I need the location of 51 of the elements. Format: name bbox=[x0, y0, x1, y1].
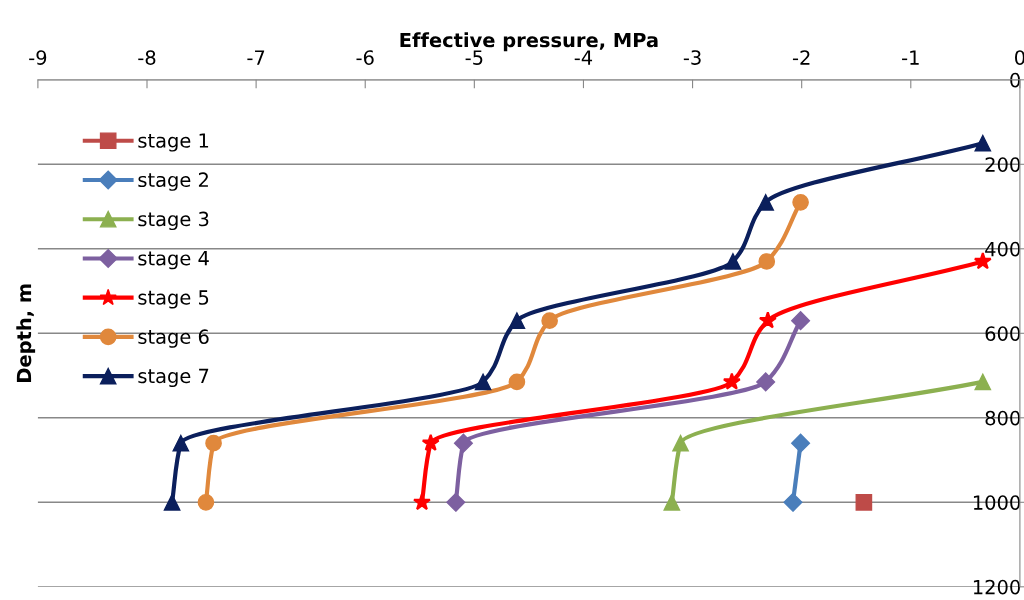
point bbox=[758, 311, 777, 329]
point bbox=[758, 253, 776, 270]
x-tick-label: -8 bbox=[138, 50, 156, 65]
point bbox=[453, 433, 473, 453]
point bbox=[757, 193, 775, 211]
point bbox=[541, 312, 558, 329]
point bbox=[974, 373, 992, 391]
point bbox=[855, 493, 873, 511]
point bbox=[791, 433, 811, 453]
x-tick-label: -2 bbox=[792, 50, 810, 65]
y-tick-label: 1200 bbox=[973, 579, 1020, 595]
point bbox=[446, 492, 466, 512]
legend-label: stage 7 bbox=[138, 368, 209, 388]
point bbox=[722, 372, 741, 390]
x-tick-label: -6 bbox=[356, 50, 374, 65]
y-tick-label: 800 bbox=[985, 410, 1020, 426]
point bbox=[197, 493, 215, 511]
point bbox=[421, 433, 440, 451]
point bbox=[413, 492, 431, 511]
legend-label: stage 2 bbox=[138, 172, 208, 191]
legend-label: stage 3 bbox=[138, 211, 209, 231]
point bbox=[974, 134, 992, 152]
point bbox=[205, 434, 222, 452]
point bbox=[756, 372, 776, 392]
x-tick-label: -1 bbox=[902, 50, 919, 65]
x-tick-label: -3 bbox=[683, 50, 701, 65]
x-tick-label: -9 bbox=[29, 50, 47, 65]
legend-label: stage 6 bbox=[138, 329, 209, 348]
point bbox=[474, 373, 492, 391]
legend-label: stage 4 bbox=[138, 251, 209, 270]
point bbox=[792, 193, 809, 211]
point bbox=[791, 311, 811, 331]
x-tick-label: -5 bbox=[465, 50, 483, 65]
point bbox=[508, 312, 526, 329]
y-tick-label: 600 bbox=[985, 326, 1020, 341]
y-tick-label: 400 bbox=[985, 241, 1020, 257]
y-axis-title: Depth, m bbox=[16, 284, 36, 382]
legend-label: stage 1 bbox=[138, 133, 209, 152]
point bbox=[783, 492, 803, 512]
point bbox=[672, 434, 689, 452]
y-tick-label: 0 bbox=[1010, 72, 1020, 88]
x-tick-label: -4 bbox=[574, 50, 593, 65]
point bbox=[163, 493, 181, 511]
point bbox=[663, 493, 681, 511]
x-tick-label: -7 bbox=[247, 50, 265, 65]
y-tick-label: 1000 bbox=[973, 495, 1020, 510]
point bbox=[724, 253, 742, 270]
point bbox=[508, 373, 526, 391]
y-tick-label: 200 bbox=[985, 157, 1020, 172]
legend-label: stage 5 bbox=[138, 290, 209, 309]
point bbox=[172, 434, 190, 452]
